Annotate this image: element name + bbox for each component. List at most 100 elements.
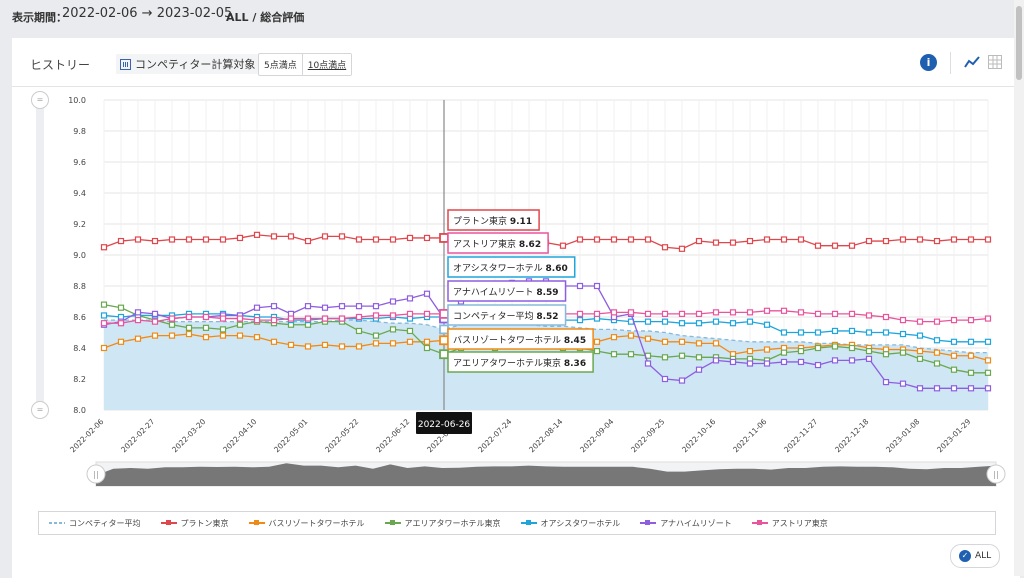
data-point [168,236,176,243]
vertical-slider-top-handle[interactable]: = [31,91,49,109]
divider [950,52,951,74]
data-point [933,349,941,356]
data-point [831,327,839,335]
tooltip-text: プラトン東京 9.11 [453,215,532,227]
data-point [168,321,176,328]
data-point [321,304,329,311]
data-point [814,329,822,336]
data-point [746,318,754,325]
data-point [712,318,720,325]
data-point [202,334,210,341]
data-point [865,355,873,362]
data-point [304,315,312,322]
legend-item[interactable]: オアシスタワーホテル [520,518,620,529]
data-point [967,369,975,376]
data-point [882,379,890,386]
all-button[interactable]: ✓ ALL [950,544,1001,568]
data-point [117,338,125,345]
legend-item[interactable]: アエリアタワーホテル東京 [384,518,501,529]
tooltip-box [447,280,567,302]
x-tick-label: 2022-09-04 [578,417,615,454]
x-tick-label: 2022-07-24 [476,417,513,454]
data-point [967,236,975,243]
data-point [729,358,737,366]
data-point [117,320,125,327]
data-point [389,326,397,333]
table-icon[interactable] [988,55,1002,69]
data-point [389,236,397,243]
data-point [644,310,652,317]
legend-swatch [520,519,537,527]
data-point [695,340,703,347]
legend-item[interactable]: アストリア東京 [751,518,828,529]
scale-5-button[interactable]: 5点満点 [264,61,297,71]
legend-item[interactable]: バスリゾートタワーホテル [248,518,365,529]
data-point [338,233,346,240]
data-point [338,303,346,310]
tooltip-name: コンペティター平均 [453,310,536,322]
data-point [950,236,958,243]
all-button-label: ALL [975,551,992,561]
hover-date-box [416,412,472,434]
data-point [236,332,244,339]
data-point [797,329,805,336]
data-point [780,349,788,356]
data-point [865,237,873,245]
data-point [814,344,822,352]
data-point [916,236,924,243]
data-point [661,354,669,361]
data-point [372,312,380,319]
data-point [814,310,822,317]
page-scrollbar[interactable] [1014,0,1024,576]
data-point [151,332,159,339]
info-icon[interactable]: i [920,54,937,71]
navigator-left-handle[interactable] [86,464,106,484]
history-chart[interactable]: 8.0 8.2 8.4 8.6 8.8 9.0 9.2 9.4 9.6 9.8 10.0 2022-0… [0,0,1024,500]
tooltip-value: 8.52 [536,312,558,322]
data-point [814,361,822,369]
data-point [185,313,193,321]
vertical-zoom-slider[interactable] [36,98,44,416]
x-tick-label: 2023-01-08 [884,417,921,454]
legend-item[interactable]: アナハイムリゾート [640,518,732,529]
data-point [355,313,363,321]
data-point [984,236,992,243]
tooltip-name: バスリゾートタワーホテル [453,335,564,346]
y-tick-label: 8.4 [73,344,86,353]
data-point [219,315,227,322]
breadcrumb[interactable]: ALL / 総合評価 [226,11,305,24]
scale-10-button[interactable]: 10点満点 [301,54,352,75]
data-point [338,315,346,322]
y-tick-label: 9.2 [73,220,86,229]
data-point [338,343,346,350]
line-chart-icon[interactable] [964,55,980,69]
data-point [644,236,652,243]
data-point [372,236,380,243]
data-point [831,310,839,317]
navigator-right-handle[interactable] [986,464,1006,484]
data-point [151,310,159,317]
period-label: 表示期間： [12,11,67,24]
hover-tooltip: バスリゾートタワーホテル 8.45 [447,328,594,350]
data-point [678,245,686,252]
x-tick-label: 2022-04-10 [221,417,258,454]
scrollbar-thumb[interactable] [1016,6,1022,80]
tooltip-text: アストリア東京 8.62 [453,238,541,250]
date-range[interactable]: 2022-02-06 → 2023-02-05 [62,6,233,21]
legend-label: プラトン東京 [180,518,229,528]
legend-item[interactable]: プラトン東京 [160,518,229,529]
handle-grip: || [993,470,998,479]
vertical-slider-bottom-handle[interactable]: = [31,401,49,419]
data-point [202,313,210,321]
data-point [661,310,669,317]
data-point [678,377,686,384]
competitor-button[interactable]: コンペティター計算対象 [116,54,260,74]
legend-item[interactable]: コンペティター平均 [49,518,141,529]
data-point [610,334,618,341]
data-point [967,385,975,392]
x-tick-label: 2022-10-16 [680,417,717,454]
data-point [746,348,754,355]
data-point [712,340,720,347]
data-point [899,317,907,324]
data-point [729,239,737,246]
